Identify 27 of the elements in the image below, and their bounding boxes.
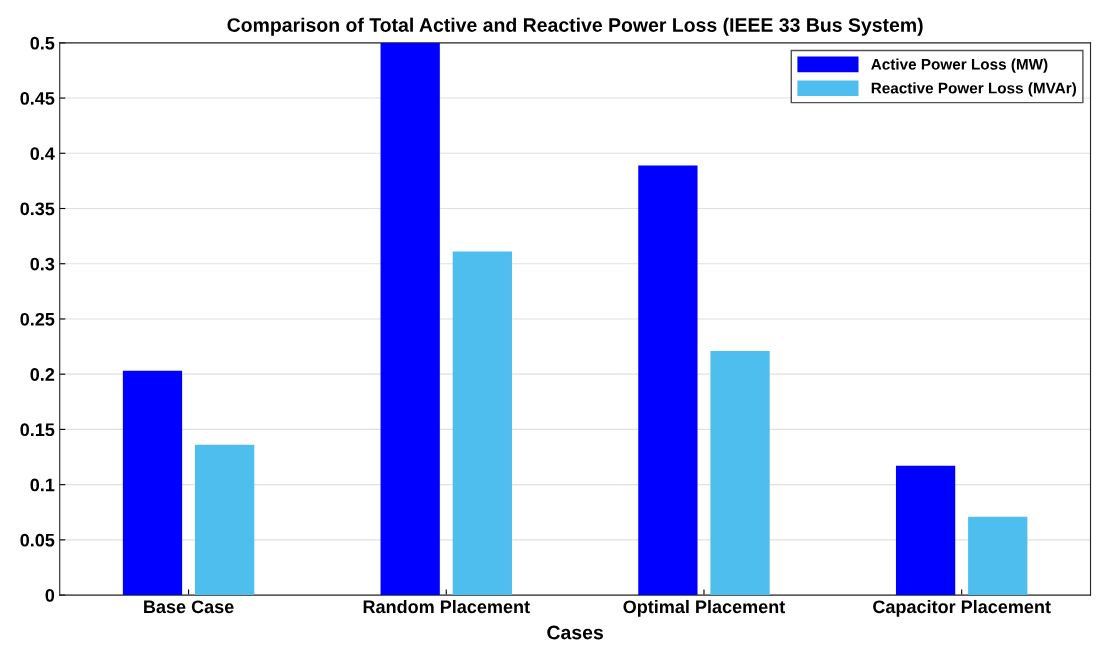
chart-title: Comparison of Total Active and Reactive Power Loss (IEEE 33 Bus System) [227,17,923,36]
legend-label: Reactive Power Loss (MVAr) [871,82,1077,97]
bar [122,370,183,596]
x-tick-label: Base Case [144,600,234,614]
y-tick-label: 0.15 [20,423,55,437]
bar [195,444,255,596]
y-tick-label: 0.35 [20,202,55,216]
y-tick-label: 0.25 [20,312,55,326]
bar [638,165,698,596]
x-tick-label: Optimal Placement [623,599,786,617]
bar [968,516,1028,596]
y-tick-label: 0.4 [30,147,55,160]
bar [710,350,770,596]
y-tick-label: 0.45 [20,91,55,105]
x-tick-label: Random Placement [363,599,530,614]
y-tick-label: 0.5 [30,36,55,50]
y-tick-label: 0 [45,589,55,602]
bar [895,465,956,596]
bar [452,251,512,596]
x-axis-title: Cases [547,625,603,640]
y-tick-label: 0.2 [30,368,55,381]
y-tick-label: 0.3 [30,257,55,271]
bar [380,42,440,596]
y-tick-label: 0.1 [30,478,55,492]
x-tick-label: Capacitor Placement [873,599,1051,617]
y-tick-label: 0.05 [20,533,55,547]
legend-label: Active Power Loss (MW) [871,58,1048,73]
